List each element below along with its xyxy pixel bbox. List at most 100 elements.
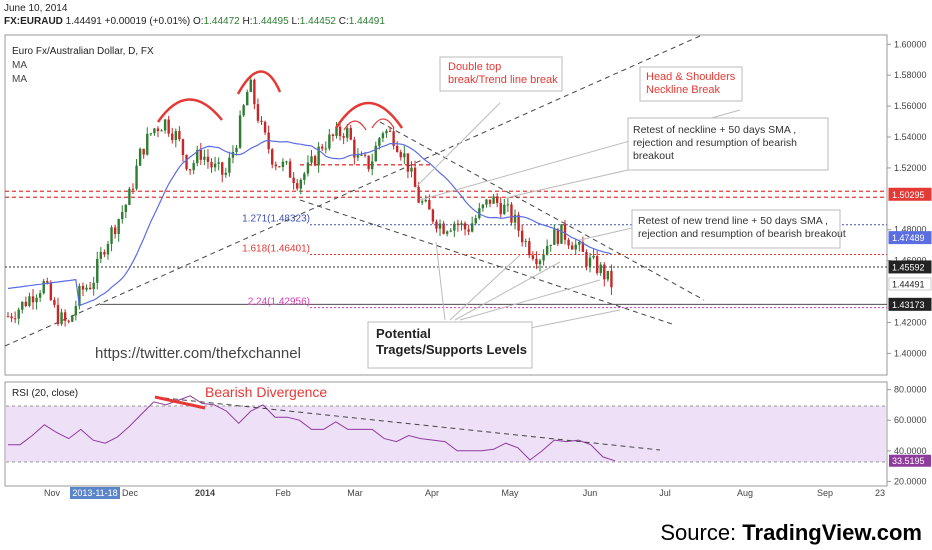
candle-body — [153, 128, 156, 134]
rsi-y-tick-label: 80.0000 — [894, 385, 927, 395]
close-value: 1.44491 — [348, 16, 385, 27]
candle-body — [528, 241, 531, 256]
shoulder-arc-right — [334, 101, 404, 129]
candle-body — [131, 188, 135, 190]
candle-body — [42, 281, 45, 294]
candle-body — [478, 208, 481, 219]
candle-body — [349, 128, 352, 140]
candle-body — [74, 306, 78, 316]
target-leader-3 — [454, 261, 561, 321]
candle-body — [335, 126, 338, 137]
price-label-bg — [888, 297, 932, 311]
candle-body — [299, 179, 302, 189]
shoulder-arc-left — [156, 98, 223, 123]
candle-body — [463, 223, 467, 230]
candle-body — [588, 257, 592, 267]
candle-body — [488, 199, 492, 204]
candle-body — [35, 297, 38, 303]
candle-body — [538, 260, 542, 265]
source-credit: Source: TradingView.com — [660, 520, 922, 546]
double-top-arc-1 — [343, 120, 367, 131]
candle-body — [174, 131, 178, 141]
candle-body — [249, 79, 252, 92]
candle-body — [228, 157, 231, 173]
candle-body — [6, 316, 10, 318]
candle-body — [328, 134, 331, 149]
fib-level-label: 1.618(1.46401) — [242, 243, 310, 254]
price-change: +0.00019 (+0.01%) — [104, 16, 191, 27]
target-leader-2 — [449, 254, 521, 321]
candle-body — [53, 299, 56, 305]
candle-body — [271, 149, 274, 165]
candle-body — [599, 264, 602, 273]
rsi-last-value: 33.5195 — [892, 456, 925, 466]
chart-date: June 10, 2014 — [4, 3, 68, 14]
candle-body — [246, 91, 249, 106]
x-axis: Nov 2013-11-18 Dec 2014 Feb Mar Apr May Jun Jul Au… — [44, 487, 885, 499]
candle-body — [310, 156, 313, 163]
candle-body — [63, 312, 67, 321]
candle-body — [542, 254, 545, 261]
candle-body — [342, 136, 345, 138]
callout-box-trendline[interactable] — [631, 209, 841, 249]
trendline-channel-lower[interactable] — [299, 199, 673, 325]
candle-body — [224, 172, 228, 175]
candle-body — [181, 139, 185, 155]
open-value: 1.44472 — [203, 16, 240, 27]
candle-body — [460, 223, 463, 225]
callout-neckline-retest: Retest of neckline + 50 days SMA , reject… — [633, 124, 797, 162]
trendline-rising[interactable] — [4, 35, 701, 347]
candle-body — [324, 148, 327, 150]
candle-body — [367, 155, 370, 170]
candle-body — [113, 227, 117, 235]
x-tick-label: Dec — [122, 488, 139, 498]
candles — [6, 75, 613, 327]
callout-box-double-top[interactable] — [439, 56, 563, 92]
bearish-divergence-label: Bearish Divergence — [205, 384, 327, 400]
candle-body — [46, 281, 49, 283]
candle-body — [213, 163, 217, 168]
candle-body — [235, 147, 238, 152]
callout-targets: Potential Tragets/Supports Levels — [376, 326, 527, 357]
candle-body — [610, 270, 613, 288]
candle-body — [456, 223, 460, 225]
legend-title: Euro Fx/Australian Dollar, D, FX — [12, 46, 154, 57]
candle-body — [96, 258, 99, 283]
candle-body — [513, 214, 517, 223]
rsi-y-tick-label: 20.0000 — [894, 476, 927, 486]
callout-box-targets[interactable] — [367, 321, 533, 369]
symbol[interactable]: FX:EURAUD — [4, 16, 63, 27]
price-chart[interactable]: 1.60000 1.58000 1.56000 1.54000 1.52000 1.480… — [0, 30, 932, 550]
candle-body — [381, 133, 385, 139]
candle-body — [263, 121, 267, 133]
candle-body — [317, 146, 320, 166]
candle-body — [445, 231, 449, 234]
candle-body — [203, 156, 206, 160]
low-value: 1.44452 — [299, 16, 336, 27]
callout-box-hs[interactable] — [639, 66, 743, 102]
rsi-last-bg — [889, 454, 931, 467]
candle-body — [371, 161, 374, 170]
callout-trendline-retest: Retest of new trend line + 50 days SMA ,… — [638, 215, 846, 240]
candle-body — [17, 309, 20, 319]
candle-body — [31, 296, 35, 303]
fib-level-label: 2.24(1.42956) — [248, 297, 310, 308]
candle-body — [417, 187, 420, 203]
candle-body — [256, 104, 260, 121]
callouts: Double top break/Trend line break Head & … — [367, 56, 846, 369]
target-leader-1 — [435, 241, 446, 321]
candle-body — [71, 315, 74, 322]
callout-box-neckline[interactable] — [627, 117, 829, 171]
rsi-pane-frame — [4, 381, 888, 487]
candle-body — [274, 164, 277, 167]
candle-body — [374, 145, 377, 162]
candle-body — [474, 218, 477, 224]
rsi-last-label: 33.5195 — [889, 454, 931, 467]
trendline-channel-upper[interactable] — [379, 121, 705, 301]
y-tick-label: 1.52000 — [894, 163, 927, 173]
price-label-bg — [888, 277, 932, 291]
candle-body — [210, 162, 213, 168]
candle-body — [38, 293, 42, 298]
candle-body — [60, 312, 63, 325]
y-tick-label: 1.48000 — [894, 225, 927, 235]
